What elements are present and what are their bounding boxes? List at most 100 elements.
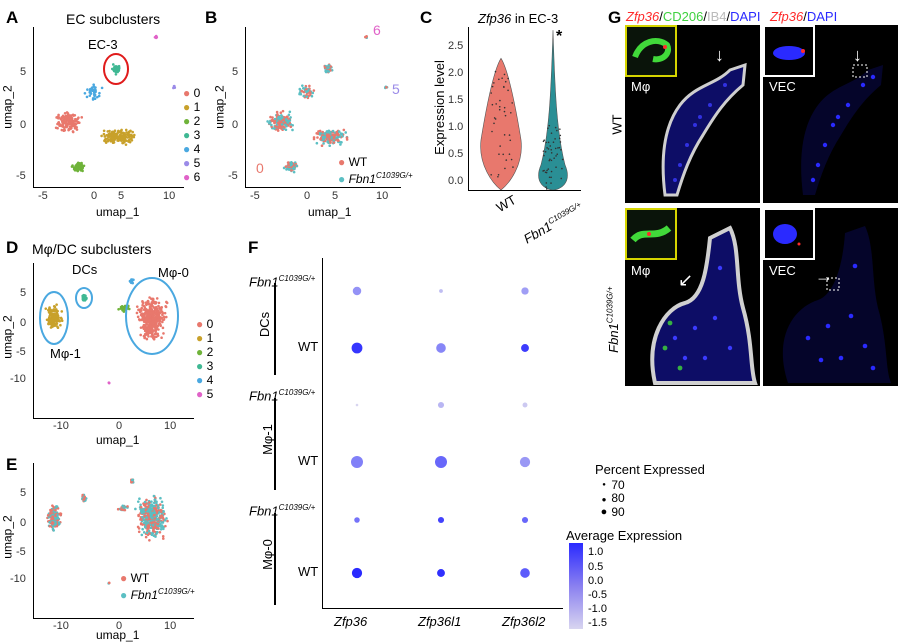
panel-c-ytick: 1.5	[448, 94, 464, 106]
umap-point	[147, 517, 151, 520]
umap-point	[321, 130, 325, 134]
violin-point	[550, 148, 553, 151]
umap-point	[51, 525, 55, 528]
umap-point	[318, 129, 322, 133]
umap-point	[145, 311, 149, 315]
umap-point	[323, 66, 327, 69]
umap-point	[139, 503, 142, 507]
avg-legend-tick: 1.0	[588, 546, 604, 558]
umap-point	[143, 514, 147, 518]
umap-point	[162, 527, 165, 531]
umap-point-cluster-5	[173, 86, 177, 89]
tissue-wt-merge	[661, 62, 747, 197]
umap-point	[145, 337, 149, 341]
umap-point-cluster-1	[113, 136, 117, 140]
umap-point	[275, 110, 279, 114]
umap-point	[144, 535, 148, 539]
umap-point	[161, 516, 165, 519]
umap-point	[156, 526, 159, 530]
panel-a-ytick: -5	[16, 170, 26, 182]
header-part: /	[659, 9, 663, 24]
umap-point	[142, 320, 146, 323]
umap-point	[276, 112, 279, 116]
umap-point-cluster-0	[68, 116, 72, 119]
legend-item: ● 1	[183, 100, 201, 114]
umap-point-cluster-3	[117, 64, 121, 68]
umap-point	[162, 509, 165, 513]
umap-point	[158, 516, 162, 519]
umap-point	[286, 120, 290, 124]
umap-point-cluster-1	[124, 128, 128, 132]
umap-point	[156, 522, 160, 526]
umap-point	[51, 517, 55, 520]
violin-point	[510, 112, 512, 114]
avg-legend-title: Average Expression	[566, 528, 683, 543]
violin-point	[561, 167, 563, 170]
header-part: Zfp36	[770, 9, 804, 24]
umap-point	[329, 130, 332, 134]
violin-point	[547, 168, 550, 170]
violin-point	[503, 73, 506, 76]
violin-point	[512, 166, 514, 168]
umap-point	[161, 326, 165, 330]
umap-point-cluster-1	[102, 132, 106, 136]
umap-point	[289, 116, 292, 119]
umap-point	[54, 308, 58, 312]
umap-point	[323, 132, 327, 135]
umap-point	[147, 525, 151, 528]
umap-point	[332, 139, 336, 142]
violin-point	[504, 167, 506, 170]
inset-fbn1-vec-image	[773, 224, 801, 246]
panel-e-xtick: 0	[116, 620, 123, 632]
violin-plot	[480, 30, 568, 191]
umap-point-cluster-2	[71, 164, 74, 167]
panel-e-legend: ● WT ● Fbn1C1039G/+	[120, 571, 195, 602]
panel-c-ytick: 2.0	[448, 67, 464, 79]
umap-point	[157, 309, 160, 312]
violin-point	[554, 126, 557, 129]
umap-point	[157, 506, 160, 510]
violin-point	[493, 122, 495, 125]
umap-point-cluster-1	[112, 141, 116, 144]
umap-point	[326, 66, 330, 70]
violin-point	[495, 103, 497, 105]
panel-a-xtick: 10	[163, 190, 176, 202]
umap-point	[146, 521, 150, 524]
umap-point-cluster-1	[120, 135, 124, 139]
umap-point	[306, 89, 310, 93]
umap-point	[302, 90, 306, 94]
umap-point	[52, 316, 55, 320]
umap-point	[160, 521, 164, 524]
umap-point	[339, 143, 342, 146]
umap-point	[153, 301, 156, 305]
dotplot-group-bar	[274, 283, 276, 375]
violin-point	[552, 141, 555, 143]
umap-point	[158, 312, 161, 315]
legend-item: ● 2	[196, 345, 214, 359]
violin-point	[544, 171, 547, 174]
violin-point	[511, 102, 513, 104]
umap-point-cluster-0	[59, 117, 63, 120]
umap-point	[161, 537, 165, 540]
violin-point	[508, 153, 511, 155]
umap-point	[289, 163, 293, 167]
violin-point	[498, 105, 501, 108]
umap-point	[291, 128, 294, 132]
avg-legend-tick: -1.5	[588, 617, 607, 629]
umap-point	[311, 91, 315, 95]
umap-point	[149, 305, 152, 309]
panel-e-plot	[33, 463, 194, 619]
violin-point	[494, 70, 497, 73]
umap-point	[107, 381, 111, 385]
umap-point	[54, 315, 58, 318]
violin-point	[555, 155, 557, 157]
arrow-icon: ↓	[715, 45, 724, 65]
umap-point-cluster-4	[85, 95, 89, 99]
panel-d-xlabel: umap_1	[96, 433, 140, 447]
violin-point	[503, 110, 506, 113]
violin-point	[504, 80, 507, 83]
dotplot-col-label: Zfp36l1	[418, 614, 462, 629]
umap-point	[148, 326, 152, 330]
umap-point	[282, 125, 285, 128]
umap-point	[337, 133, 340, 137]
